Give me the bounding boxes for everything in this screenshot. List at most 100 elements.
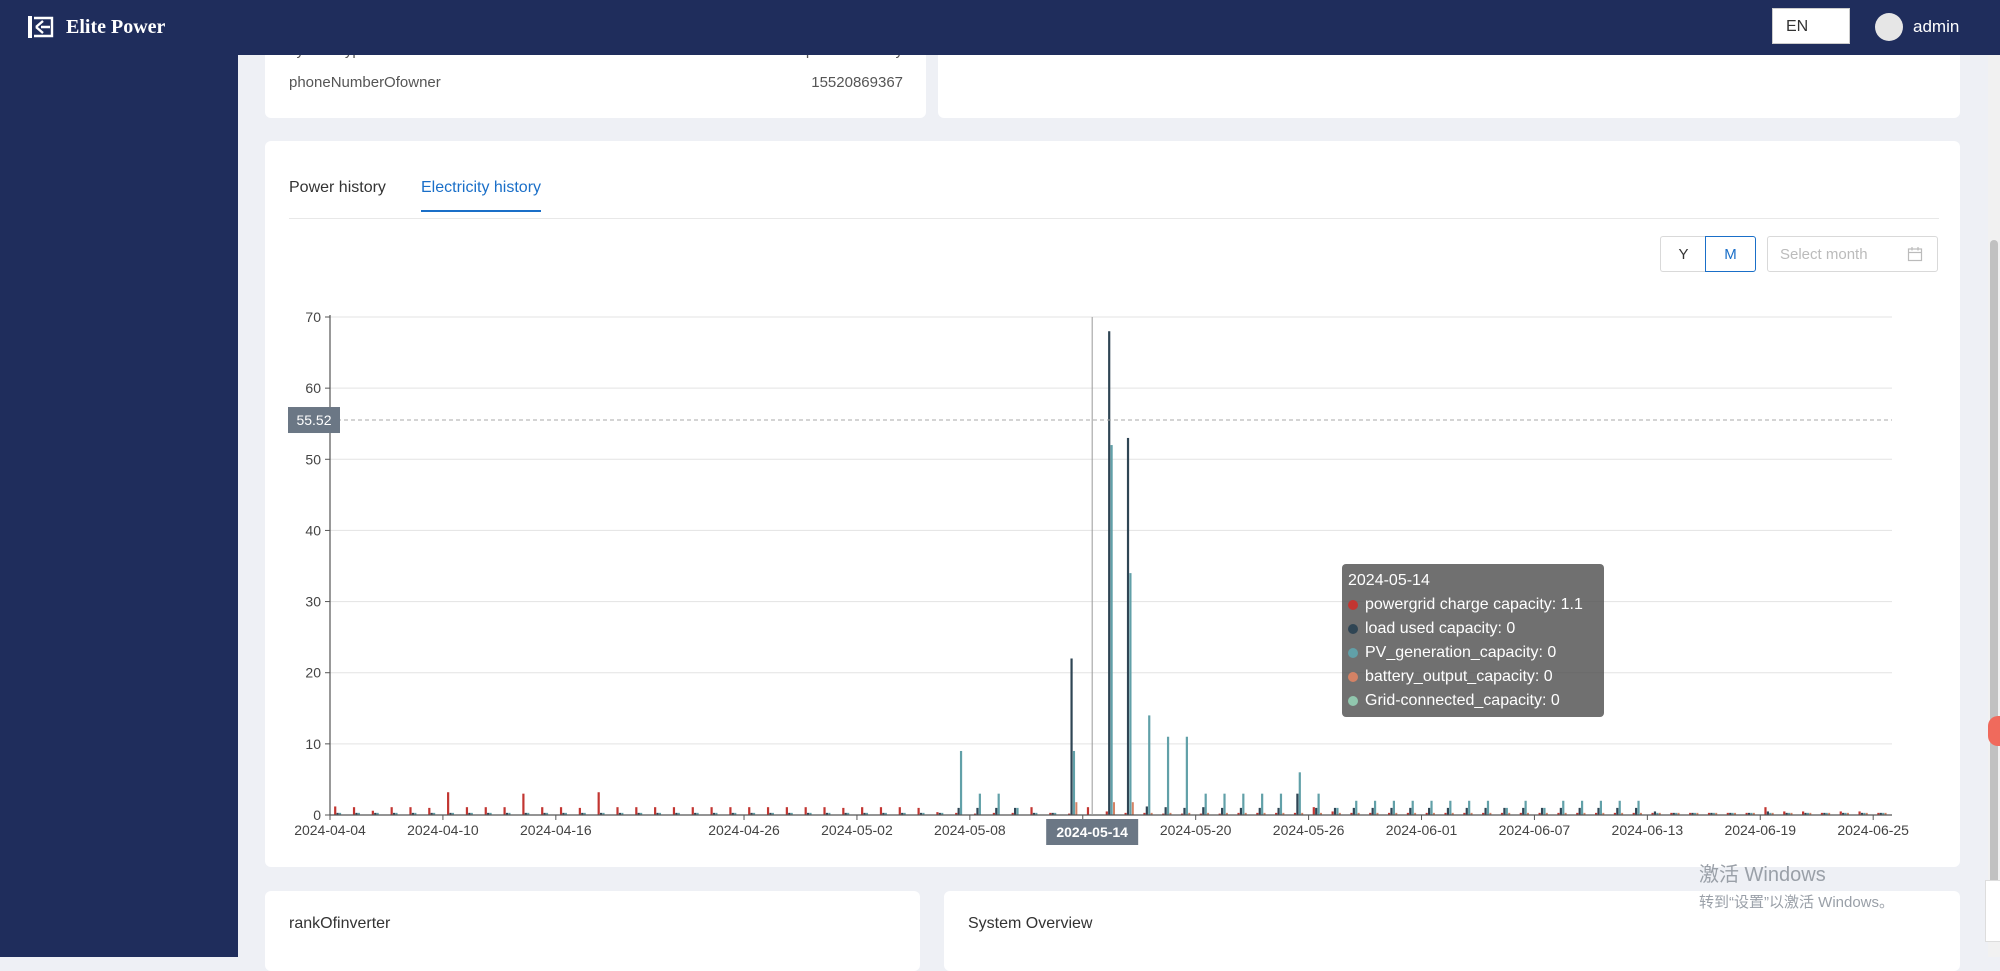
bar-powergrid charge capacity [1764,807,1767,815]
tab-electricity-history[interactable]: Electricity history [421,179,542,212]
bar-battery_output_capacity [1169,812,1172,815]
y-tick-label: 40 [305,522,321,538]
month-input[interactable] [1780,246,1898,263]
bar-powergrid charge capacity [1726,812,1729,815]
bar-load used capacity [581,812,584,815]
bar-PV_generation_capacity [508,812,511,815]
bar-load used capacity [769,812,772,815]
bar-battery_output_capacity [1225,812,1228,815]
bar-PV_generation_capacity [489,812,492,815]
bar-powergrid charge capacity [503,807,506,815]
bar-battery_output_capacity [1301,812,1304,815]
bar-battery_output_capacity [1376,812,1379,815]
bar-load used capacity [618,812,621,815]
bar-load used capacity [1032,812,1036,815]
bar-powergrid charge capacity [1256,812,1259,815]
bar-load used capacity [1653,811,1657,815]
bar-PV_generation_capacity [997,793,1000,815]
bar-battery_output_capacity [1752,812,1755,815]
bar-powergrid charge capacity [1444,812,1447,815]
month-picker[interactable] [1767,236,1938,272]
bar-powergrid charge capacity [879,807,883,815]
bar-powergrid charge capacity [804,807,807,815]
bar-powergrid charge capacity [1632,812,1635,815]
bar-battery_output_capacity [1357,812,1360,815]
bar-PV_generation_capacity [1863,812,1866,815]
bar-powergrid charge capacity [1651,812,1654,815]
bar-powergrid charge capacity [541,807,544,815]
month-button[interactable]: M [1705,236,1756,272]
logo[interactable]: Elite Power [26,12,165,42]
bar-load used capacity [562,812,565,815]
watermark-subtitle: 转到“设置”以激活 Windows。 [1699,894,1895,911]
bar-PV_generation_capacity [696,812,699,815]
x-tick-label: 2024-04-16 [520,822,592,838]
bar-battery_output_capacity [1527,812,1530,815]
bar-powergrid charge capacity [1387,812,1391,815]
bar-load used capacity [806,812,810,815]
bar-load used capacity [1126,437,1130,815]
floating-help-button[interactable] [1988,716,2000,746]
bar-battery_output_capacity [1263,812,1266,815]
bar-load used capacity [355,812,358,815]
bar-PV_generation_capacity [1769,812,1772,815]
bar-load used capacity [750,812,753,815]
bar-battery_output_capacity [1188,812,1191,815]
bar-load used capacity [844,812,847,815]
bar-load used capacity [430,812,433,815]
bar-powergrid charge capacity [823,807,826,815]
bar-load used capacity [1390,807,1393,815]
bar-load used capacity [957,807,960,815]
user-menu[interactable]: admin [1875,13,1959,41]
bar-PV_generation_capacity [1430,800,1433,815]
bar-PV_generation_capacity [583,812,586,815]
bar-load used capacity [1804,812,1807,815]
bar-load used capacity [392,812,396,815]
x-tick-label: 2024-05-08 [934,822,1006,838]
bar-load used capacity [1070,658,1073,815]
tab-power-history[interactable]: Power history [289,179,386,196]
x-tick-label: 2024-06-25 [1837,822,1909,838]
bar-load used capacity [1183,807,1186,815]
bar-battery_output_capacity [1075,802,1078,815]
bar-battery_output_capacity [1884,812,1887,815]
tooltip-label: PV_generation_capacity: 0 [1365,644,1557,661]
bar-PV_generation_capacity [357,812,360,815]
y-tick-label: 20 [305,665,321,681]
bar-PV_generation_capacity [1449,800,1452,815]
bar-powergrid charge capacity [1482,812,1485,815]
bar-powergrid charge capacity [1783,811,1786,815]
bar-load used capacity [1428,807,1431,815]
bar-load used capacity [336,812,339,815]
bar-load used capacity [637,812,640,815]
y-tick-label: 60 [305,380,321,396]
bar-PV_generation_capacity [1693,812,1697,815]
bar-battery_output_capacity [1451,812,1454,815]
bar-PV_generation_capacity [903,812,906,815]
bar-powergrid charge capacity [654,807,657,815]
username: admin [1913,17,1960,36]
bar-PV_generation_capacity [865,812,869,815]
bar-powergrid charge capacity [1557,812,1560,815]
bar-powergrid charge capacity [409,807,412,815]
side-panel-handle[interactable] [1985,880,2000,942]
bar-PV_generation_capacity [1411,800,1414,815]
scroll-thumb[interactable] [1990,240,1998,910]
series-dot [1348,600,1358,610]
bar-PV_generation_capacity [376,812,379,815]
bar-PV_generation_capacity [1223,793,1226,815]
bar-powergrid charge capacity [428,807,431,815]
bar-powergrid charge capacity [352,807,356,815]
scrollbar[interactable] [1988,0,2000,957]
sidebar [0,0,238,957]
bar-PV_generation_capacity [677,812,680,815]
year-button[interactable]: Y [1660,236,1706,272]
bar-PV_generation_capacity [658,812,662,815]
bar-battery_output_capacity [1564,812,1567,815]
bar-powergrid charge capacity [1030,807,1033,815]
language-select[interactable]: EN [1772,8,1850,44]
info-row-phone: phoneNumberOfowner 15520869367 [289,74,903,91]
bar-PV_generation_capacity [1486,800,1490,815]
logo-icon [28,16,54,38]
